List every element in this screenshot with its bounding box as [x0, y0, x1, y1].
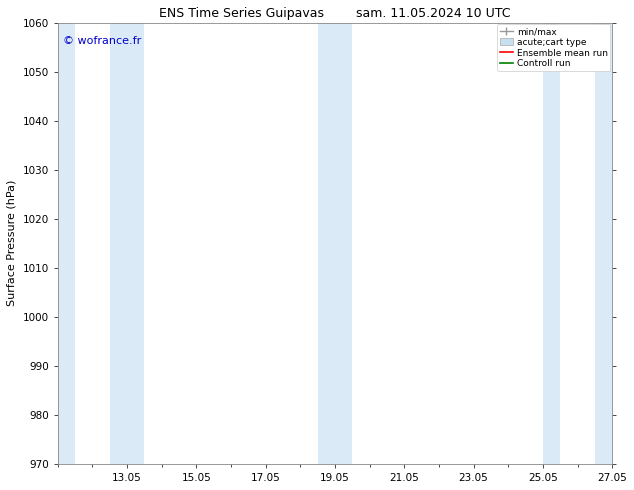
Bar	[318, 23, 353, 464]
Legend: min/max, acute;cart type, Ensemble mean run, Controll run: min/max, acute;cart type, Ensemble mean …	[497, 24, 611, 71]
Bar	[58, 23, 75, 464]
Bar	[543, 23, 560, 464]
Bar	[595, 23, 612, 464]
Title: ENS Time Series Guipavas        sam. 11.05.2024 10 UTC: ENS Time Series Guipavas sam. 11.05.2024…	[159, 7, 511, 20]
Bar	[110, 23, 145, 464]
Y-axis label: Surface Pressure (hPa): Surface Pressure (hPa)	[7, 180, 17, 306]
Text: © wofrance.fr: © wofrance.fr	[63, 36, 141, 46]
